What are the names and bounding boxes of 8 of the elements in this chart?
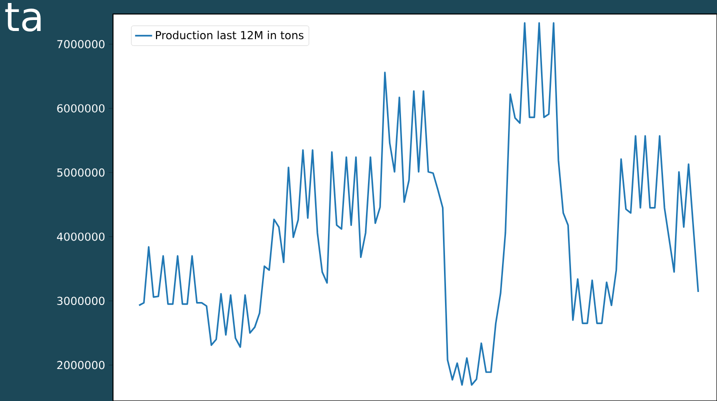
y-tick-label: 3000000 bbox=[57, 296, 104, 306]
y-tick-label: 4000000 bbox=[56, 232, 104, 241]
y-tick-label: 2000000 bbox=[57, 360, 104, 370]
y-tick-label: 7000000 bbox=[57, 40, 104, 48]
y-tick-label: 6000000 bbox=[57, 104, 104, 112]
text: ta bbox=[5, 3, 41, 32]
y-tick-label: 5000000 bbox=[57, 168, 104, 177]
legend-label: Production last 12M in tons bbox=[156, 30, 304, 40]
